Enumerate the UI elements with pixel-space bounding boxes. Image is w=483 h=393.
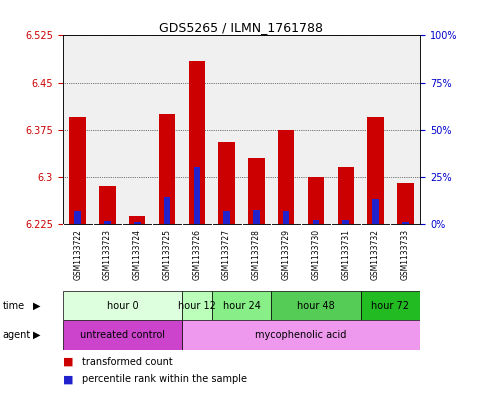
Bar bbox=[189, 61, 205, 224]
Text: GSM1133723: GSM1133723 bbox=[103, 230, 112, 280]
Text: agent: agent bbox=[2, 330, 30, 340]
Bar bbox=[218, 142, 235, 224]
Bar bbox=[342, 220, 349, 224]
Bar bbox=[104, 221, 111, 224]
Text: GSM1133726: GSM1133726 bbox=[192, 230, 201, 280]
Text: GSM1133722: GSM1133722 bbox=[73, 230, 82, 280]
Bar bbox=[63, 320, 182, 350]
Text: GSM1133725: GSM1133725 bbox=[163, 230, 171, 280]
Bar bbox=[313, 220, 319, 224]
Bar bbox=[134, 222, 141, 224]
Bar bbox=[74, 211, 81, 224]
Bar bbox=[194, 167, 200, 224]
Bar bbox=[70, 117, 86, 224]
Bar bbox=[159, 114, 175, 224]
Bar bbox=[164, 197, 170, 224]
Bar bbox=[182, 291, 212, 320]
Text: ■: ■ bbox=[63, 374, 73, 384]
Bar bbox=[338, 167, 354, 224]
Bar bbox=[212, 291, 271, 320]
Text: ▶: ▶ bbox=[32, 330, 40, 340]
Bar bbox=[63, 291, 182, 320]
Bar bbox=[248, 158, 265, 224]
Text: ▶: ▶ bbox=[32, 301, 40, 310]
Bar bbox=[182, 320, 420, 350]
Text: mycophenolic acid: mycophenolic acid bbox=[256, 330, 347, 340]
Bar bbox=[368, 117, 384, 224]
Text: untreated control: untreated control bbox=[80, 330, 165, 340]
Text: hour 12: hour 12 bbox=[178, 301, 216, 310]
Bar bbox=[361, 291, 420, 320]
Bar bbox=[278, 130, 294, 224]
Title: GDS5265 / ILMN_1761788: GDS5265 / ILMN_1761788 bbox=[159, 21, 324, 34]
Text: GSM1133731: GSM1133731 bbox=[341, 230, 350, 280]
Bar bbox=[402, 222, 409, 224]
Bar bbox=[397, 183, 413, 224]
Text: ■: ■ bbox=[63, 356, 73, 367]
Text: transformed count: transformed count bbox=[82, 356, 173, 367]
Text: GSM1133729: GSM1133729 bbox=[282, 230, 291, 280]
Text: GSM1133732: GSM1133732 bbox=[371, 230, 380, 280]
Bar bbox=[129, 216, 145, 224]
Text: GSM1133724: GSM1133724 bbox=[133, 230, 142, 280]
Bar bbox=[271, 291, 361, 320]
Bar bbox=[253, 209, 260, 224]
Text: GSM1133733: GSM1133733 bbox=[401, 230, 410, 281]
Bar bbox=[283, 211, 289, 224]
Text: percentile rank within the sample: percentile rank within the sample bbox=[82, 374, 247, 384]
Text: hour 24: hour 24 bbox=[223, 301, 260, 310]
Text: hour 72: hour 72 bbox=[371, 301, 410, 310]
Bar bbox=[372, 199, 379, 224]
Text: GSM1133728: GSM1133728 bbox=[252, 230, 261, 280]
Bar bbox=[223, 211, 230, 224]
Text: GSM1133727: GSM1133727 bbox=[222, 230, 231, 280]
Text: hour 48: hour 48 bbox=[297, 301, 335, 310]
Text: GSM1133730: GSM1133730 bbox=[312, 230, 320, 281]
Bar bbox=[308, 177, 324, 224]
Bar bbox=[99, 186, 115, 224]
Text: time: time bbox=[2, 301, 25, 310]
Text: hour 0: hour 0 bbox=[107, 301, 138, 310]
